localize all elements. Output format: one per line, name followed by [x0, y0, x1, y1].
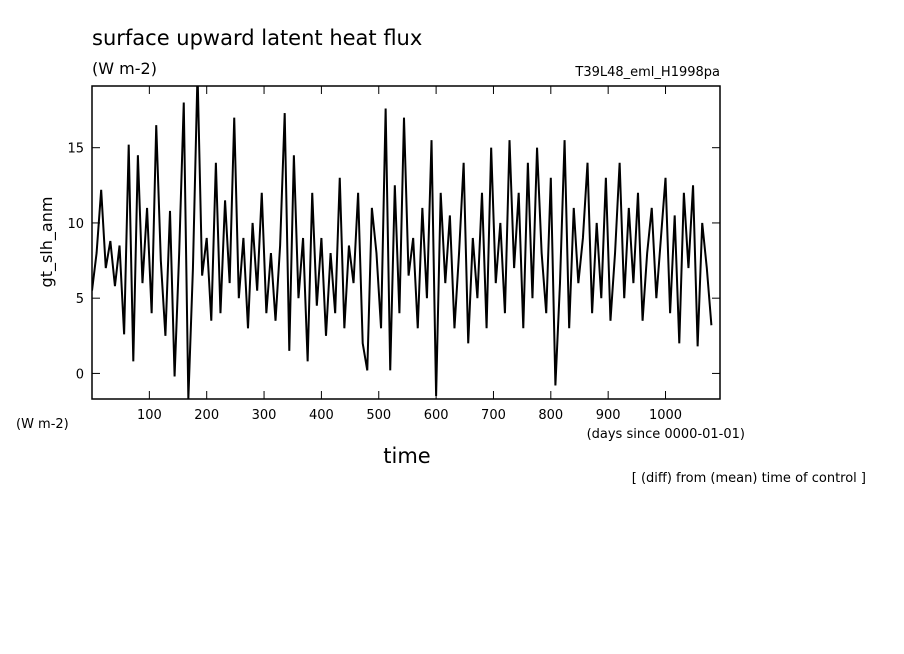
- y-tick-label: 10: [67, 217, 84, 232]
- y-tick-label: 0: [76, 367, 84, 382]
- x-tick-label: 100: [137, 408, 162, 423]
- x-tick-label: 400: [309, 408, 334, 423]
- y-axis-label: gt_slh_anm: [37, 197, 57, 288]
- data-line: [92, 86, 713, 399]
- y-tick-label: 5: [76, 292, 84, 307]
- x-tick-label: 500: [366, 408, 391, 423]
- x-tick-label: 900: [596, 408, 621, 423]
- chart-title: surface upward latent heat flux: [92, 26, 422, 50]
- x-tick-label: 200: [194, 408, 219, 423]
- y-unit: (W m-2): [16, 417, 69, 432]
- x-tick-label: 800: [538, 408, 563, 423]
- subtitle: (W m-2): [92, 59, 157, 78]
- plot-frame: [91, 85, 721, 400]
- x-tick-label: 600: [424, 408, 449, 423]
- x-unit: (days since 0000-01-01): [587, 427, 745, 442]
- note: [ (diff) from (mean) time of control ]: [632, 471, 866, 486]
- run-label: T39L48_eml_H1998pa: [574, 65, 720, 80]
- x-axis-label: time: [383, 444, 430, 468]
- y-tick-label: 15: [67, 142, 84, 157]
- x-tick-label: 1000: [649, 408, 682, 423]
- x-tick-label: 300: [252, 408, 277, 423]
- x-tick-label: 700: [481, 408, 506, 423]
